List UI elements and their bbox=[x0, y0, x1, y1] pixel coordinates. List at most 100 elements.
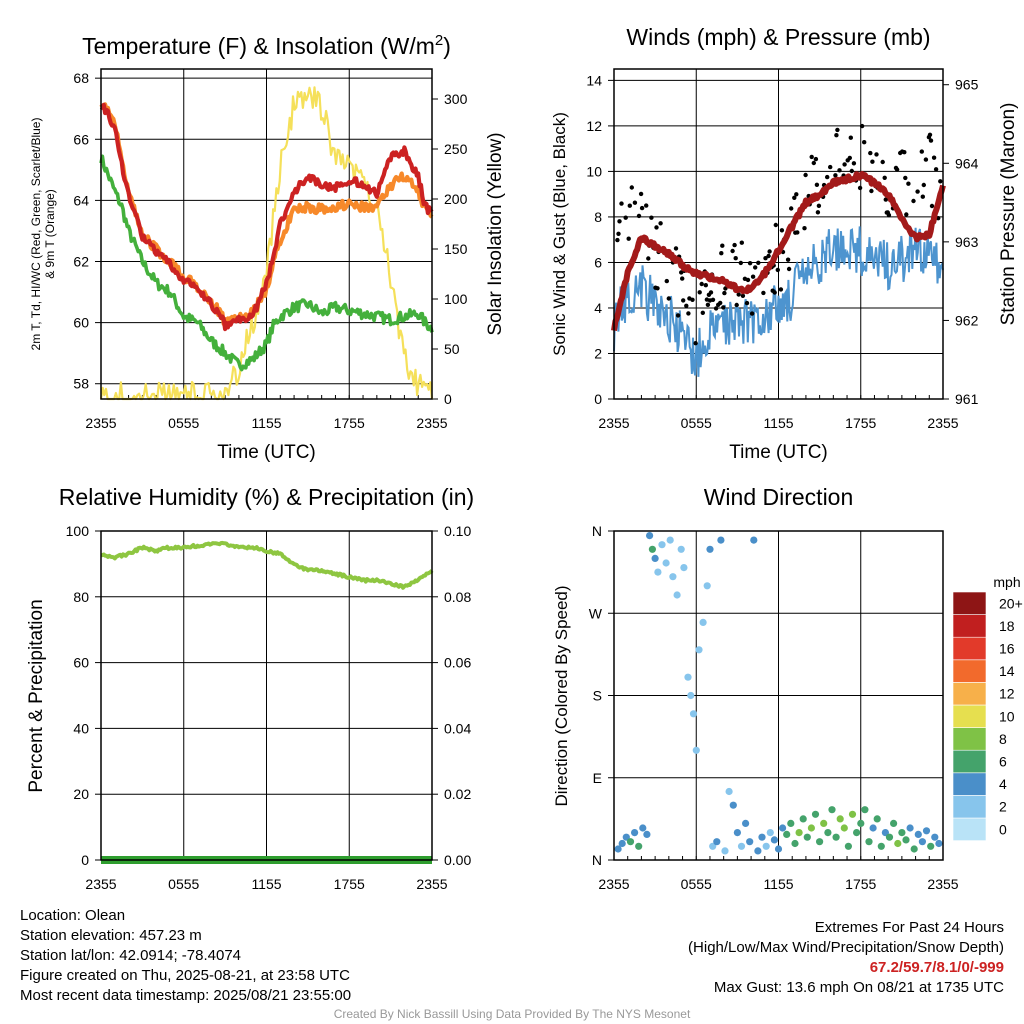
legend-swatch bbox=[952, 614, 987, 638]
gust-point bbox=[623, 215, 628, 220]
direction-point bbox=[635, 842, 643, 850]
legend-swatch bbox=[952, 817, 987, 841]
chart-title: Temperature (F) & Insolation (W/m2) bbox=[82, 32, 451, 59]
y-tick-label: 4 bbox=[594, 300, 602, 316]
gust-point bbox=[775, 267, 780, 273]
direction-point bbox=[746, 838, 754, 846]
gust-point bbox=[713, 306, 719, 311]
station-info: Location: Olean Station elevation: 457.2… bbox=[20, 906, 351, 1006]
x-tick-label: 1755 bbox=[845, 876, 876, 892]
gust-point bbox=[779, 228, 785, 233]
y2-tick-label: 100 bbox=[444, 291, 468, 307]
gust-point bbox=[747, 261, 753, 266]
legend-swatch bbox=[952, 772, 987, 796]
gust-point bbox=[666, 296, 671, 301]
gust-point bbox=[938, 179, 943, 184]
legend-swatch bbox=[952, 749, 987, 774]
y-tick-label: 0 bbox=[81, 852, 89, 868]
direction-point bbox=[742, 819, 750, 828]
gust-point bbox=[828, 164, 833, 170]
gust-point bbox=[825, 174, 830, 180]
recent-data-text: Most recent data timestamp: 2025/08/21 2… bbox=[20, 987, 352, 1004]
direction-point bbox=[861, 806, 869, 814]
y2-axis-label: Solar Insolation (Yellow) bbox=[485, 132, 506, 335]
direction-point bbox=[725, 787, 733, 796]
chart-title: Wind Direction bbox=[704, 484, 854, 510]
y-tick-label: 20 bbox=[73, 786, 89, 802]
gust-point bbox=[915, 189, 920, 194]
y2-tick-label: 0.02 bbox=[444, 786, 471, 802]
direction-point bbox=[779, 824, 787, 832]
direction-point bbox=[922, 827, 931, 835]
x-tick-label: 1755 bbox=[845, 415, 876, 431]
y-axis-label: & 9m T (Orange) bbox=[43, 189, 57, 279]
direction-point bbox=[713, 838, 721, 846]
gust-point bbox=[868, 150, 873, 156]
direction-point bbox=[902, 836, 910, 844]
direction-point bbox=[680, 564, 688, 572]
direction-point bbox=[651, 554, 659, 563]
gust-point bbox=[616, 231, 621, 236]
legend-label: 18 bbox=[999, 618, 1015, 634]
y-tick-label: 14 bbox=[586, 72, 602, 88]
y-tick-label: 10 bbox=[586, 163, 602, 179]
chart-title: Relative Humidity (%) & Precipitation (i… bbox=[59, 484, 474, 510]
panel-4: 2355 0555 1155 1755 2355 N E S W N Wind Direction D… bbox=[552, 484, 1023, 892]
extremes-panel: Extremes For Past 24 Hours (High/Low/Max… bbox=[688, 918, 1004, 998]
direction-point bbox=[807, 824, 816, 832]
y2-tick-label: 0.04 bbox=[444, 720, 471, 736]
direction-point bbox=[687, 691, 695, 700]
gust-point bbox=[617, 219, 622, 224]
legend-swatch bbox=[952, 727, 987, 751]
direction-point bbox=[770, 836, 779, 844]
legend-swatch bbox=[952, 659, 987, 683]
series-line-2mt bbox=[99, 102, 434, 332]
direction-point bbox=[890, 819, 898, 828]
gust-point bbox=[734, 302, 739, 308]
gust-point bbox=[880, 159, 885, 165]
direction-point bbox=[750, 536, 758, 544]
gust-point bbox=[756, 260, 761, 265]
elevation-text: Station elevation: 457.23 m bbox=[20, 927, 202, 944]
y-tick-label: E bbox=[593, 770, 602, 786]
gust-point bbox=[644, 203, 649, 208]
gust-point bbox=[654, 225, 659, 230]
direction-point bbox=[828, 806, 836, 814]
gust-point bbox=[794, 192, 799, 197]
gust-point bbox=[718, 300, 723, 306]
gust-point bbox=[802, 226, 807, 231]
legend-label: 10 bbox=[999, 708, 1015, 724]
y-tick-label: 62 bbox=[73, 254, 89, 270]
gust-point bbox=[733, 256, 738, 261]
gust-point bbox=[886, 212, 892, 218]
y2-tick-label: 963 bbox=[955, 234, 979, 250]
direction-point bbox=[639, 824, 647, 832]
y-tick-label: N bbox=[592, 852, 602, 868]
plot-border bbox=[100, 530, 433, 861]
direction-point bbox=[820, 819, 828, 828]
gust-point bbox=[789, 206, 794, 211]
direction-point bbox=[881, 829, 890, 837]
y-tick-label: 6 bbox=[594, 254, 602, 270]
direction-point bbox=[787, 819, 795, 828]
extremes-title: Extremes For Past 24 Hours bbox=[814, 919, 1004, 936]
y-tick-label: 0 bbox=[594, 391, 602, 407]
direction-point bbox=[762, 842, 770, 850]
gust-point bbox=[750, 274, 756, 279]
legend-label: 8 bbox=[999, 731, 1007, 747]
gust-point bbox=[849, 168, 854, 174]
latlon-text: Station lat/lon: 42.0914; -78.4074 bbox=[20, 947, 242, 964]
direction-point bbox=[673, 591, 681, 599]
direction-point bbox=[709, 842, 717, 850]
gust-point bbox=[933, 167, 939, 172]
direction-point bbox=[677, 545, 685, 553]
direction-point bbox=[754, 847, 762, 855]
gust-point bbox=[745, 277, 751, 283]
direction-point bbox=[931, 833, 939, 841]
gust-point bbox=[928, 138, 934, 143]
y2-tick-label: 961 bbox=[955, 391, 979, 407]
gust-point bbox=[767, 249, 772, 254]
x-tick-label: 2355 bbox=[927, 876, 958, 892]
gust-point bbox=[697, 290, 702, 295]
panel-3: 2355 0555 1155 1755 2355 0 20 40 60 80 100 0.00 0.02… bbox=[26, 484, 474, 892]
